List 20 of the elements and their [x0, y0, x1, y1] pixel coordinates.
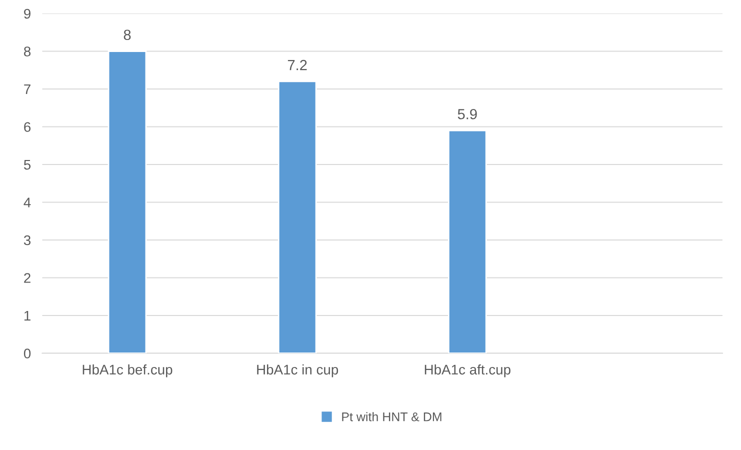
x-tick-label: HbA1c in cup [257, 364, 338, 378]
y-tick-label: 6 [24, 122, 31, 132]
data-label: 7.2 [288, 60, 307, 70]
x-tick-label: HbA1c aft.cup [424, 364, 510, 378]
y-tick-label: 3 [24, 235, 31, 246]
y-tick-label: 8 [24, 46, 31, 56]
y-tick-label: 0 [24, 348, 31, 358]
bar [448, 130, 487, 354]
y-tick-label: 2 [24, 273, 30, 283]
y-tick-label: 5 [24, 160, 31, 170]
y-tick-label: 1 [24, 310, 30, 321]
legend-label: Pt with HNT & DM [342, 412, 442, 422]
bar [108, 50, 147, 354]
data-label: 5.9 [458, 108, 477, 120]
data-label: 8 [124, 30, 131, 40]
y-tick-label: 7 [24, 84, 30, 94]
x-tick-label: HbA1c bef.cup [82, 364, 172, 378]
y-tick-label: 4 [24, 198, 31, 208]
y-tick-label: 9 [24, 8, 30, 19]
bar [278, 80, 317, 354]
